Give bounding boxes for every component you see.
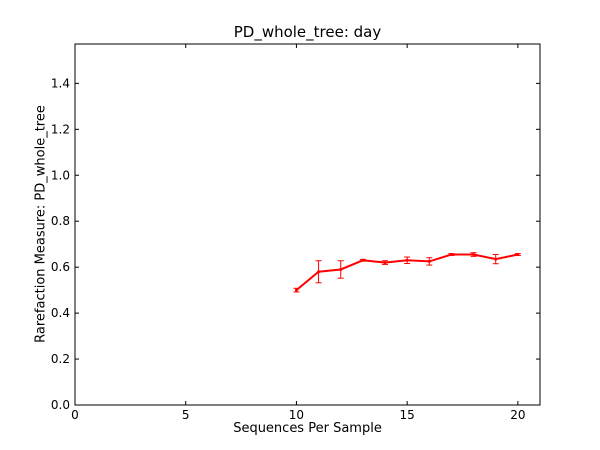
- y-tick-label: 1.4: [51, 76, 70, 90]
- data-point: [405, 258, 409, 262]
- x-tick-label: 10: [289, 408, 304, 422]
- y-tick-label: 1.0: [51, 168, 70, 182]
- data-point: [516, 253, 520, 257]
- x-axis-label: Sequences Per Sample: [233, 421, 382, 436]
- y-tick-label: 0.4: [51, 306, 70, 320]
- x-tick-label: 0: [71, 408, 79, 422]
- data-point: [339, 267, 343, 271]
- y-tick-label: 0.0: [51, 398, 70, 412]
- y-tick-label: 0.8: [51, 214, 70, 228]
- plot-frame: [74, 43, 541, 406]
- data-point: [383, 261, 387, 265]
- x-tick-label: 5: [182, 408, 190, 422]
- y-tick-label: 0.2: [51, 352, 70, 366]
- data-point: [472, 253, 476, 257]
- data-point: [361, 258, 365, 262]
- y-tick-label: 0.6: [51, 260, 70, 274]
- x-tick-label: 15: [400, 408, 415, 422]
- data-point: [427, 259, 431, 263]
- x-tick-label: 20: [510, 408, 525, 422]
- data-point: [294, 288, 298, 292]
- y-axis-label: Rarefaction Measure: PD_whole_tree: [33, 105, 49, 343]
- data-point: [449, 253, 453, 257]
- data-point: [317, 270, 321, 274]
- data-point: [494, 257, 498, 261]
- y-tick-label: 1.2: [51, 122, 70, 136]
- chart-title: PD_whole_tree: day: [233, 23, 382, 41]
